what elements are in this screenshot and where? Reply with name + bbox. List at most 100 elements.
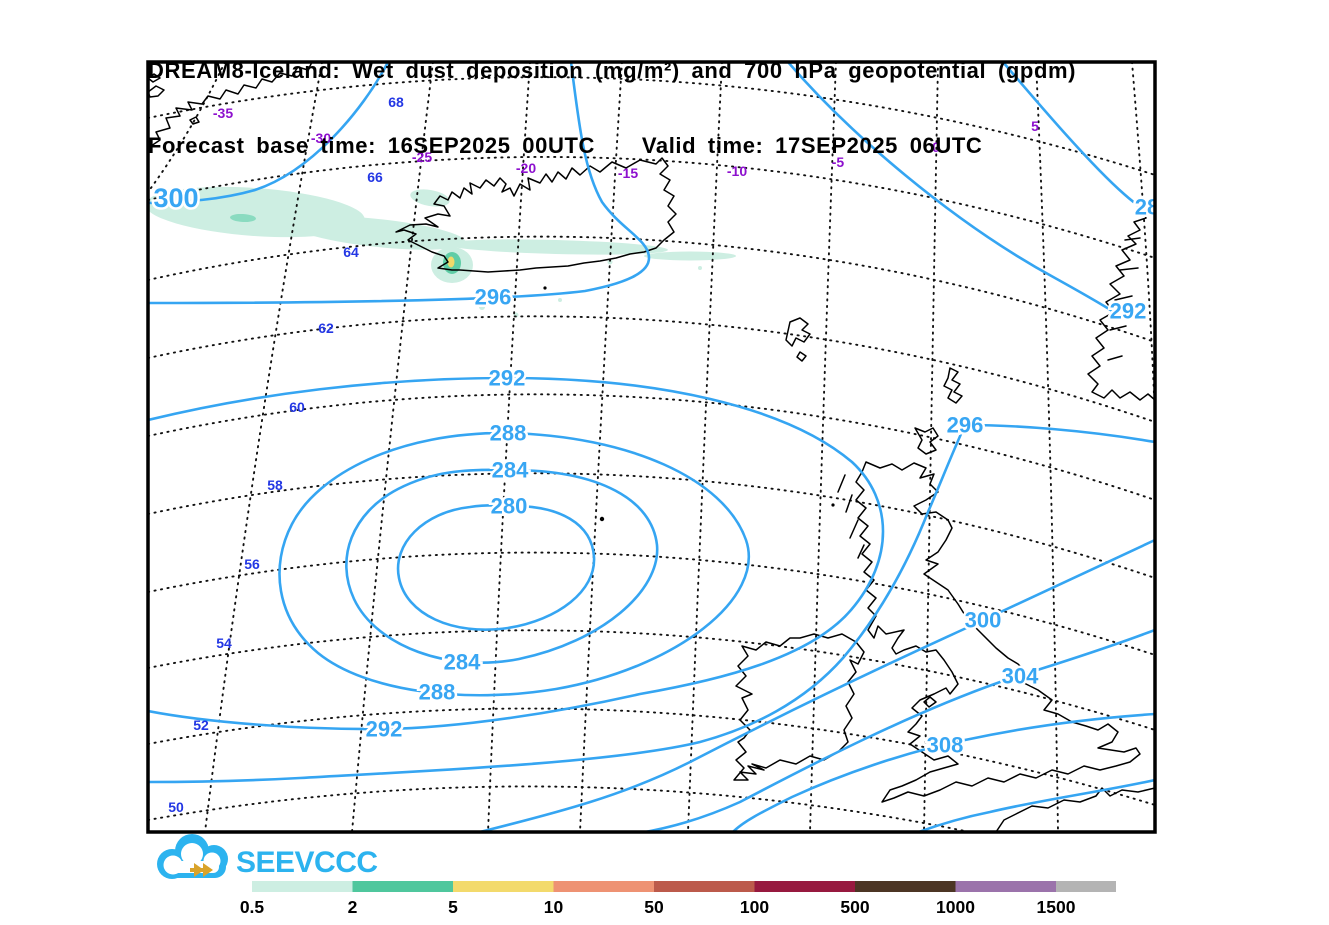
contour-label: 284	[492, 458, 529, 483]
colorbar-tick-label: 500	[840, 897, 869, 917]
map-title: DREAM8-Iceland: Wet dust deposition (mg/…	[148, 58, 1077, 83]
colorbar-tick-label: 0.5	[240, 897, 265, 917]
colorbar-tick-label: 50	[644, 897, 664, 917]
colorbar-segment	[955, 881, 1056, 892]
meridian-10e	[1131, 62, 1155, 421]
colorbar-segment	[252, 881, 353, 892]
contour-label: 288	[419, 680, 456, 705]
colorbar-tick-label: 2	[348, 897, 358, 917]
colorbar-tick-label: 5	[448, 897, 458, 917]
ireland-coast	[733, 633, 865, 781]
logo-wordmark: SEEVCCC	[236, 846, 378, 879]
latitude-label: 64	[343, 244, 359, 260]
contour-label: 280	[491, 494, 528, 519]
latitude-label: 58	[267, 477, 283, 493]
contour-label: 284	[444, 650, 481, 675]
longitude-label: 0	[932, 139, 940, 155]
longitude-label: -20	[516, 160, 536, 176]
contour-292-low	[148, 376, 885, 731]
hebrides-islands	[837, 474, 865, 559]
contour-296-south	[148, 423, 1155, 784]
meridian-15w	[579, 62, 623, 832]
longitude-label-layer: -35 -30 -25 -20 -15 -10 -5 0 5	[213, 105, 1039, 181]
meridian-20w	[487, 62, 531, 832]
contour-292-northeast	[787, 62, 1118, 316]
colorbar-segment	[553, 881, 654, 892]
colorbar-segment	[1056, 881, 1116, 892]
contour-label: 296	[947, 413, 984, 438]
norway-coast	[1087, 207, 1155, 401]
meridian-0	[923, 62, 939, 832]
graticule-layer	[148, 62, 1155, 832]
contour-288-low	[278, 431, 751, 697]
colorbar-tick-label: 100	[740, 897, 769, 917]
coastline-layer	[148, 62, 1155, 832]
norway-fjords	[1107, 237, 1141, 361]
longitude-label: -30	[311, 130, 331, 146]
latitude-label: 56	[244, 556, 260, 572]
contour-300-south	[479, 538, 1155, 832]
iceland-coast	[395, 157, 677, 273]
dust-hotspot-core	[447, 256, 455, 268]
greenland-coast	[148, 62, 313, 149]
cloud-icon	[157, 834, 228, 879]
parallel-54	[148, 629, 1155, 731]
contour-280-low-center	[396, 504, 596, 631]
contour-label: 288	[490, 421, 527, 446]
latitude-label: 68	[388, 94, 404, 110]
contour-label: 28	[1135, 195, 1159, 220]
france-coast	[995, 787, 1155, 832]
colorbar-tick-label: 10	[544, 897, 564, 917]
contour-label: 300	[153, 183, 198, 213]
longitude-label: 5	[1031, 118, 1039, 134]
contour-label: 292	[489, 366, 526, 391]
latitude-label-layer: 68 66 64 62 60 58 56 54 52 50	[168, 94, 404, 815]
rockall-islet	[599, 516, 605, 522]
contour-label-layer: 300 296 292 288 284 280 284 288 292 296 …	[151, 181, 1159, 761]
contour-label: 308	[927, 733, 964, 758]
colorbar-segment	[453, 881, 554, 892]
map-frame	[146, 60, 1157, 834]
meridian-25w	[351, 62, 434, 832]
orkney-islands	[914, 427, 939, 455]
colorbar-tick-label: 1000	[936, 897, 975, 917]
contour-296-iceland	[148, 62, 651, 305]
contour-label: 296	[475, 285, 512, 310]
latitude-label: 50	[168, 799, 184, 815]
contour-312-south	[915, 778, 1155, 832]
latitude-label: 52	[193, 717, 209, 733]
meridian-5e	[1035, 62, 1059, 832]
geopotential-contour-layer	[148, 62, 1155, 832]
longitude-label: -15	[618, 165, 638, 181]
map-subtitle: Forecast base time: 16SEP2025 00UTC Vali…	[148, 133, 983, 158]
latitude-label: 54	[216, 635, 232, 651]
colorbar-segment	[352, 881, 453, 892]
colorbar-tick-label: 1500	[1037, 897, 1076, 917]
contour-label: 300	[965, 608, 1002, 633]
longitude-label: -25	[412, 149, 432, 165]
st-kilda-islet	[831, 503, 835, 507]
meridian-10w	[687, 62, 723, 832]
parallel-52	[148, 707, 1155, 806]
faroe-islands	[785, 317, 811, 362]
colorbar-segment	[754, 881, 855, 892]
latitude-label: 62	[318, 320, 334, 336]
vestmannaeyjar-island	[543, 286, 547, 290]
contour-label: 292	[1110, 299, 1147, 324]
isle-of-man	[923, 696, 937, 708]
colorbar-segment	[855, 881, 956, 892]
contour-288-northeast	[1002, 62, 1150, 215]
latitude-label: 60	[289, 399, 305, 415]
contour-label: 292	[366, 717, 403, 742]
contour-label: 304	[1002, 664, 1039, 689]
longitude-label: -35	[213, 105, 233, 121]
longitude-label: -5	[832, 154, 845, 170]
contour-308-south	[731, 712, 1155, 832]
meridian-5w	[809, 62, 837, 832]
longitude-label: -10	[727, 163, 747, 179]
parallel-68	[148, 76, 1155, 176]
great-britain-coast	[855, 461, 1141, 803]
title-block: DREAM8-Iceland: Wet dust deposition (mg/…	[148, 8, 1076, 208]
contour-304-south	[639, 628, 1155, 832]
